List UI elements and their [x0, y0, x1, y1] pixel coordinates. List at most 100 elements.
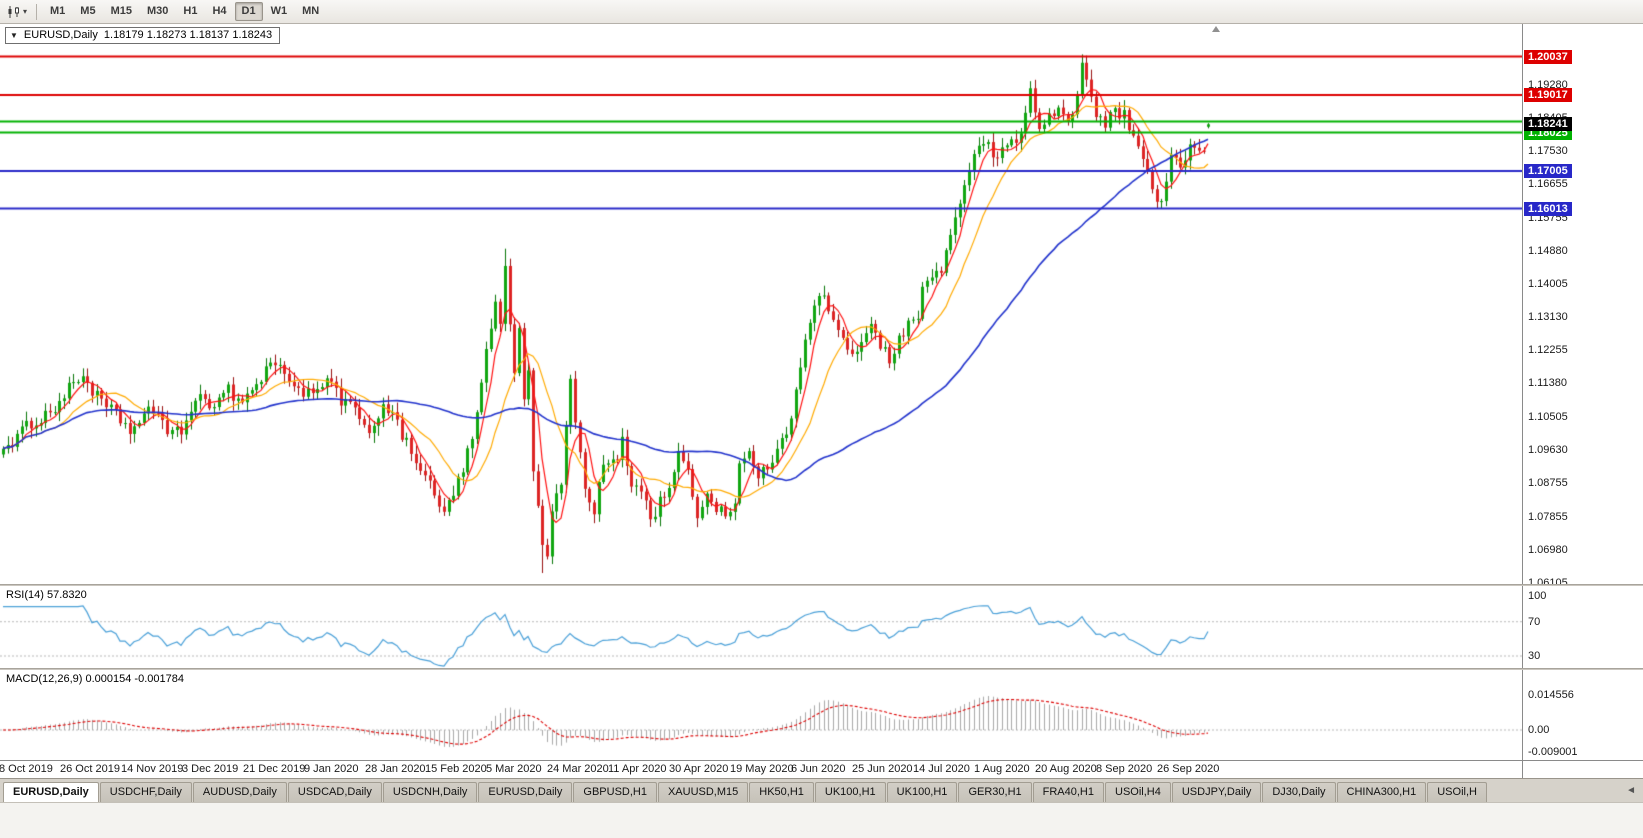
price-axis-tick: 1.11380 — [1528, 377, 1567, 390]
chart-tab[interactable]: USOil,H — [1427, 782, 1487, 802]
time-axis-label: 14 Nov 2019 — [121, 763, 184, 775]
price-level-badge: 1.18241 — [1524, 117, 1572, 132]
chart-tab[interactable]: USDCNH,Daily — [382, 782, 478, 802]
price-level-badge: 1.19017 — [1524, 88, 1572, 103]
chart-workspace: 1.192801.184051.175301.166551.157551.148… — [0, 24, 1643, 778]
macd-axis[interactable]: 0.014556 0.00 -0.009001 — [1522, 670, 1643, 760]
toolbar-separator — [36, 3, 38, 20]
chart-symbol-period: EURUSD,Daily — [23, 29, 98, 41]
time-axis[interactable]: 8 Oct 2019 26 Oct 2019 14 Nov 2019 3 Dec 20… — [0, 760, 1643, 778]
time-axis-label: 21 Dec 2019 — [243, 763, 306, 775]
chart-tab[interactable]: EURUSD,Daily — [3, 782, 99, 802]
time-axis-label: 8 Oct 2019 — [0, 763, 53, 775]
time-axis-label: 6 Jun 2020 — [791, 763, 846, 775]
rsi-axis-tick: 30 — [1528, 650, 1541, 662]
chart-tab[interactable]: HK50,H1 — [749, 782, 814, 802]
timeframe-buttons: M1 M5 M15 M30 H1 H4 D1 W1 MN — [43, 2, 326, 21]
time-axis-label: 30 Apr 2020 — [669, 763, 729, 775]
chart-tab-bar: EURUSD,Daily USDCHF,Daily AUDUSD,Daily USDC… — [0, 778, 1643, 802]
rsi-axis-tick: 70 — [1528, 615, 1541, 628]
chart-tab[interactable]: EURUSD,Daily — [478, 782, 573, 802]
price-axis-tick: 1.17530 — [1528, 145, 1568, 158]
price-axis[interactable]: 1.192801.184051.175301.166551.157551.148… — [1522, 24, 1643, 584]
chart-tab[interactable]: AUDUSD,Daily — [192, 782, 287, 802]
rsi-indicator-label: RSI(14) 57.8320 — [6, 589, 87, 601]
timeframe-button-mn[interactable]: MN — [302, 5, 320, 17]
chart-tab[interactable]: CHINA300,H1 — [1336, 782, 1427, 802]
axis-corner — [1522, 761, 1643, 778]
chart-tab[interactable]: DJ30,Daily — [1262, 782, 1336, 802]
time-axis-label: 25 Jun 2020 — [852, 763, 913, 775]
chart-tab[interactable]: UK100,H1 — [886, 782, 958, 802]
price-level-badge: 1.17005 — [1524, 164, 1572, 179]
time-axis-label: 11 Apr 2020 — [608, 763, 667, 775]
timeframe-button-m30[interactable]: M30 — [146, 5, 169, 17]
time-axis-label: 5 Mar 2020 — [486, 763, 542, 775]
timeframe-button-m15[interactable]: M15 — [110, 5, 132, 17]
macd-chart-canvas[interactable] — [0, 670, 1522, 760]
time-axis-label: 28 Jan 2020 — [365, 763, 426, 775]
price-axis-tick: 1.06105 — [1528, 576, 1568, 584]
chart-ohlc-readout: 1.18179 1.18273 1.18137 1.18243 — [103, 29, 273, 41]
price-axis-tick: 1.09630 — [1528, 443, 1568, 456]
timeframe-button-w1[interactable]: W1 — [270, 5, 288, 17]
price-axis-tick: 1.16655 — [1528, 178, 1568, 191]
time-axis-label: 24 Mar 2020 — [547, 763, 609, 775]
chart-type-icon[interactable] — [5, 3, 23, 21]
price-level-badge: 1.20037 — [1524, 49, 1572, 64]
time-axis-label: 9 Jan 2020 — [304, 763, 359, 775]
price-axis-tick: 1.06980 — [1528, 543, 1568, 556]
time-axis-label: 19 May 2020 — [730, 763, 794, 775]
chart-tab[interactable]: USDJPY,Daily — [1171, 782, 1262, 802]
panel-splitter[interactable] — [0, 584, 1643, 586]
toolbar: ▾ M1 M5 M15 M30 H1 H4 D1 W1 MN — [0, 0, 1643, 24]
price-axis-tick: 1.10505 — [1528, 410, 1568, 423]
price-chart-panel: 1.192801.184051.175301.166551.157551.148… — [0, 24, 1643, 584]
chart-tab[interactable]: FRA40,H1 — [1032, 782, 1104, 802]
time-axis-label: 3 Dec 2019 — [182, 763, 239, 775]
macd-indicator-label: MACD(12,26,9) 0.000154 -0.001784 — [6, 673, 184, 685]
time-axis-label: 26 Sep 2020 — [1157, 763, 1220, 775]
price-level-badge: 1.16013 — [1524, 201, 1572, 216]
price-axis-tick: 1.07855 — [1528, 510, 1568, 523]
status-area — [0, 802, 1643, 838]
rsi-axis[interactable]: 100 70 30 — [1522, 586, 1643, 668]
rsi-panel: 100 70 30 RSI(14) 57.8320 — [0, 586, 1643, 668]
chart-shift-marker-icon[interactable] — [1212, 26, 1220, 32]
timeframe-button-m1[interactable]: M1 — [50, 5, 66, 17]
price-axis-tick: 1.14880 — [1528, 245, 1568, 258]
price-axis-tick: 1.14005 — [1528, 278, 1568, 291]
timeframe-button-h4[interactable]: H4 — [212, 5, 227, 17]
price-chart-canvas[interactable] — [0, 24, 1522, 584]
tab-scroll-left-icon[interactable]: ◄ — [1626, 785, 1636, 796]
chart-tab[interactable]: GER30,H1 — [958, 782, 1032, 802]
time-axis-label: 14 Jul 2020 — [913, 763, 970, 775]
chart-tab[interactable]: GBPUSD,H1 — [573, 782, 657, 802]
macd-axis-tick: 0.014556 — [1528, 688, 1574, 701]
collapse-icon[interactable]: ▼ — [10, 30, 18, 40]
time-axis-label: 26 Oct 2019 — [60, 763, 120, 775]
time-axis-label: 1 Aug 2020 — [974, 763, 1030, 775]
rsi-axis-tick: 100 — [1528, 590, 1547, 602]
chart-tab[interactable]: USOil,H4 — [1105, 782, 1171, 802]
chart-tab[interactable]: UK100,H1 — [814, 782, 886, 802]
chart-title-box: ▼ EURUSD,Daily 1.18179 1.18273 1.18137 1… — [5, 27, 281, 44]
macd-axis-tick: 0.00 — [1528, 724, 1550, 736]
macd-panel: 0.014556 0.00 -0.009001 MACD(12,26,9) 0.00… — [0, 670, 1643, 760]
price-axis-tick: 1.12255 — [1528, 344, 1568, 357]
macd-axis-tick: -0.009001 — [1528, 745, 1578, 758]
rsi-chart-canvas[interactable] — [0, 586, 1522, 668]
time-axis-label: 15 Feb 2020 — [425, 763, 487, 775]
price-axis-tick: 1.08755 — [1528, 476, 1568, 489]
timeframe-button-h1[interactable]: H1 — [183, 5, 198, 17]
chart-tab[interactable]: USDCHF,Daily — [99, 782, 192, 802]
chart-tab[interactable]: XAUUSD,M15 — [657, 782, 749, 802]
price-axis-tick: 1.13130 — [1528, 311, 1568, 324]
panel-splitter[interactable] — [0, 668, 1643, 670]
chart-tab[interactable]: USDCAD,Daily — [287, 782, 382, 802]
chart-type-caret-icon[interactable]: ▾ — [23, 7, 28, 16]
timeframe-button-m5[interactable]: M5 — [80, 5, 96, 17]
time-axis-label: 20 Aug 2020 — [1035, 763, 1097, 775]
timeframe-button-d1[interactable]: D1 — [234, 2, 263, 21]
